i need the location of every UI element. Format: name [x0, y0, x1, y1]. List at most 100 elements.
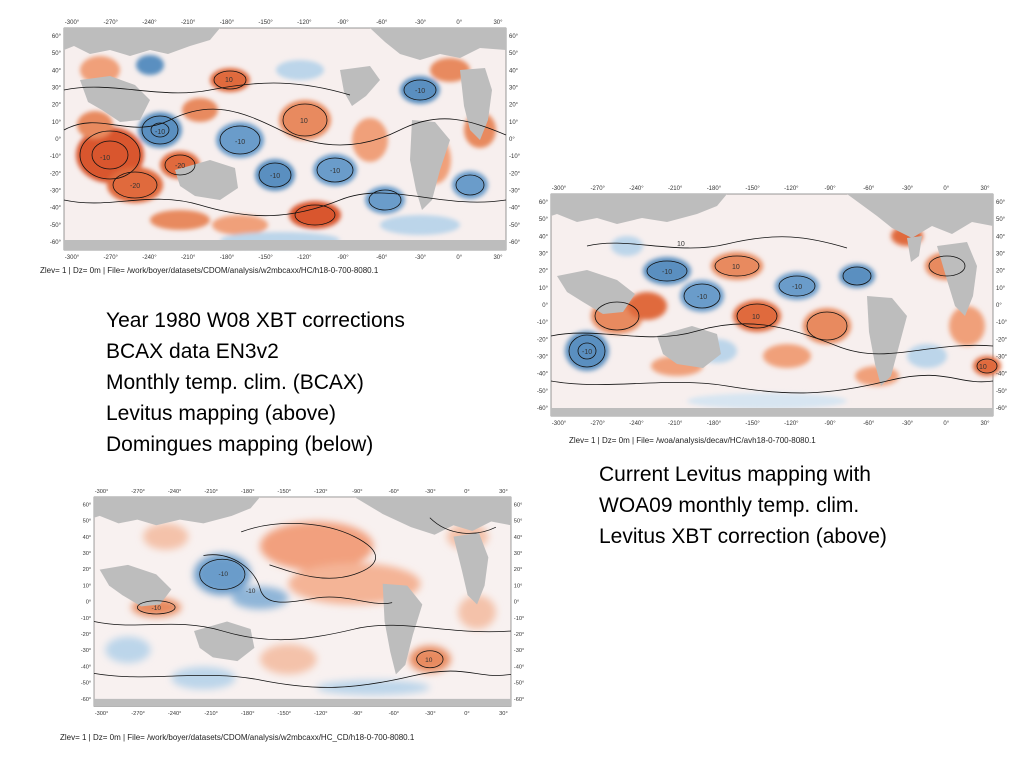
latitude-tick-label: -10°	[537, 320, 549, 326]
description-line: WOA09 monthly temp. clim.	[599, 494, 860, 517]
longitude-tick-label: -60°	[376, 20, 388, 26]
heat-content-map-3: -10 -10 -10 10 -300° -300° -270° -270° -240°…	[81, 489, 525, 717]
latitude-tick-label: 10°	[83, 583, 92, 589]
longitude-tick-label: -240°	[168, 711, 182, 717]
latitude-tick-label: 0°	[509, 137, 515, 143]
latitude-tick-label: -10°	[514, 616, 524, 622]
latitude-tick-label: 10°	[509, 120, 519, 126]
contour-labels-1: -10 -10 -20 -10 10 -10 10 -10 -20 -10	[100, 77, 425, 190]
longitude-tick-label: -150°	[277, 489, 291, 495]
longitude-tick-label: -150°	[258, 20, 273, 26]
latitude-tick-label: -50°	[81, 681, 91, 687]
longitude-tick-label: -30°	[902, 186, 914, 192]
latitude-tick-label: 40°	[996, 234, 1006, 240]
contour-label: -10	[662, 269, 672, 276]
longitude-tick-label: -90°	[352, 711, 362, 717]
longitude-tick-label: -180°	[220, 255, 235, 261]
longitude-tick-label: 0°	[456, 255, 462, 261]
longitude-tick-label: -240°	[629, 421, 644, 427]
longitude-tick-label: -30°	[425, 489, 435, 495]
longitude-tick-label: -300°	[552, 421, 567, 427]
latitude-tick-label: 30°	[83, 551, 92, 557]
longitude-tick-label: 0°	[464, 711, 469, 717]
longitude-tick-label: -300°	[65, 20, 80, 26]
latitude-tick-label: 40°	[514, 535, 523, 541]
contour-labels-3: -10 -10 -10 10	[152, 571, 433, 664]
latitude-tick-label: -10°	[509, 154, 521, 160]
description-right: Current Levitus mapping with WOA09 month…	[599, 459, 887, 552]
latitude-tick-label: -10°	[996, 320, 1008, 326]
longitude-tick-label: -270°	[131, 489, 145, 495]
land-masses-1	[64, 28, 506, 250]
longitude-tick-label: -180°	[241, 711, 255, 717]
heat-content-map-2: 10 -10 10 -10 10 -10 -10 10 -300° -300° -2…	[537, 186, 1008, 427]
longitude-tick-label: -270°	[131, 711, 145, 717]
latitude-tick-label: -40°	[996, 372, 1008, 378]
latitude-tick-label: -50°	[50, 223, 62, 229]
latitude-tick-label: -20°	[50, 171, 62, 177]
latitude-tick-label: -40°	[514, 664, 524, 670]
latitude-tick-label: 20°	[83, 567, 92, 573]
latitude-tick-label: -20°	[537, 337, 549, 343]
map-caption-3: Zlev= 1 | Dz= 0m | File= /work/boyer/dat…	[60, 733, 415, 742]
contour-label: 10	[677, 241, 685, 248]
latitude-tick-label: 10°	[996, 286, 1006, 292]
contour-lines-2	[550, 236, 998, 394]
latitude-tick-label: -40°	[81, 664, 91, 670]
axis-ticks-2: -300° -300° -270° -270° -240° -240° -210° -210°…	[537, 186, 1008, 427]
longitude-tick-label: -120°	[314, 489, 328, 495]
longitude-tick-label: -240°	[168, 489, 182, 495]
description-line: BCAX data EN3v2	[106, 340, 279, 363]
latitude-tick-label: 0°	[55, 137, 61, 143]
land-masses-3	[94, 496, 511, 707]
description-line: Monthly temp. clim. (BCAX)	[106, 371, 364, 394]
latitude-tick-label: -60°	[509, 240, 521, 246]
longitude-tick-label: 30°	[499, 489, 508, 495]
latitude-tick-label: 40°	[509, 68, 519, 74]
longitude-tick-label: -180°	[241, 489, 255, 495]
contour-label: -10	[697, 294, 707, 301]
latitude-tick-label: 50°	[52, 51, 62, 57]
longitude-tick-label: -30°	[415, 20, 427, 26]
longitude-tick-label: -120°	[297, 20, 312, 26]
land-masses-2	[551, 194, 993, 416]
latitude-tick-label: -40°	[509, 206, 521, 212]
heat-content-map-1: -10 -10 -20 -10 10 -10 10 -10 -20 -10 -3…	[50, 20, 521, 261]
latitude-tick-label: -60°	[81, 697, 91, 703]
latitude-tick-label: -30°	[537, 355, 549, 361]
latitude-tick-label: -50°	[509, 223, 521, 229]
latitude-tick-label: -60°	[996, 406, 1008, 412]
latitude-tick-label: 10°	[514, 583, 523, 589]
description-line: Year 1980 W08 XBT corrections	[106, 309, 405, 332]
longitude-tick-label: -300°	[65, 255, 80, 261]
longitude-tick-label: 0°	[943, 186, 949, 192]
map-panel-3: -10 -10 -10 10 -300° -300° -270° -270° -240°…	[70, 480, 535, 730]
longitude-tick-label: -210°	[204, 711, 218, 717]
longitude-tick-label: -180°	[707, 421, 722, 427]
latitude-tick-label: 0°	[996, 303, 1002, 309]
longitude-tick-label: 0°	[456, 20, 462, 26]
contour-label: 10	[300, 118, 308, 125]
axis-ticks-1: -300° -300° -270° -270° -240° -240° -210° -210°…	[50, 20, 521, 261]
longitude-tick-label: 0°	[943, 421, 949, 427]
latitude-tick-label: 60°	[52, 34, 62, 40]
latitude-tick-label: -50°	[514, 681, 524, 687]
latitude-tick-label: 30°	[509, 86, 519, 92]
latitude-tick-label: -20°	[996, 337, 1008, 343]
longitude-tick-label: -60°	[389, 711, 399, 717]
longitude-tick-label: -150°	[277, 711, 291, 717]
longitude-tick-label: -300°	[95, 489, 109, 495]
latitude-tick-label: 30°	[539, 252, 549, 258]
longitude-tick-label: -270°	[104, 20, 119, 26]
longitude-tick-label: -210°	[668, 186, 683, 192]
latitude-tick-label: -30°	[50, 189, 62, 195]
longitude-tick-label: -60°	[863, 421, 875, 427]
latitude-tick-label: 10°	[539, 286, 549, 292]
contour-label: -10	[415, 88, 425, 95]
latitude-tick-label: 50°	[996, 217, 1006, 223]
description-line: Current Levitus mapping with	[599, 463, 871, 486]
longitude-tick-label: -90°	[338, 20, 350, 26]
longitude-tick-label: -240°	[142, 255, 157, 261]
latitude-tick-label: -50°	[996, 389, 1008, 395]
latitude-tick-label: 40°	[539, 234, 549, 240]
